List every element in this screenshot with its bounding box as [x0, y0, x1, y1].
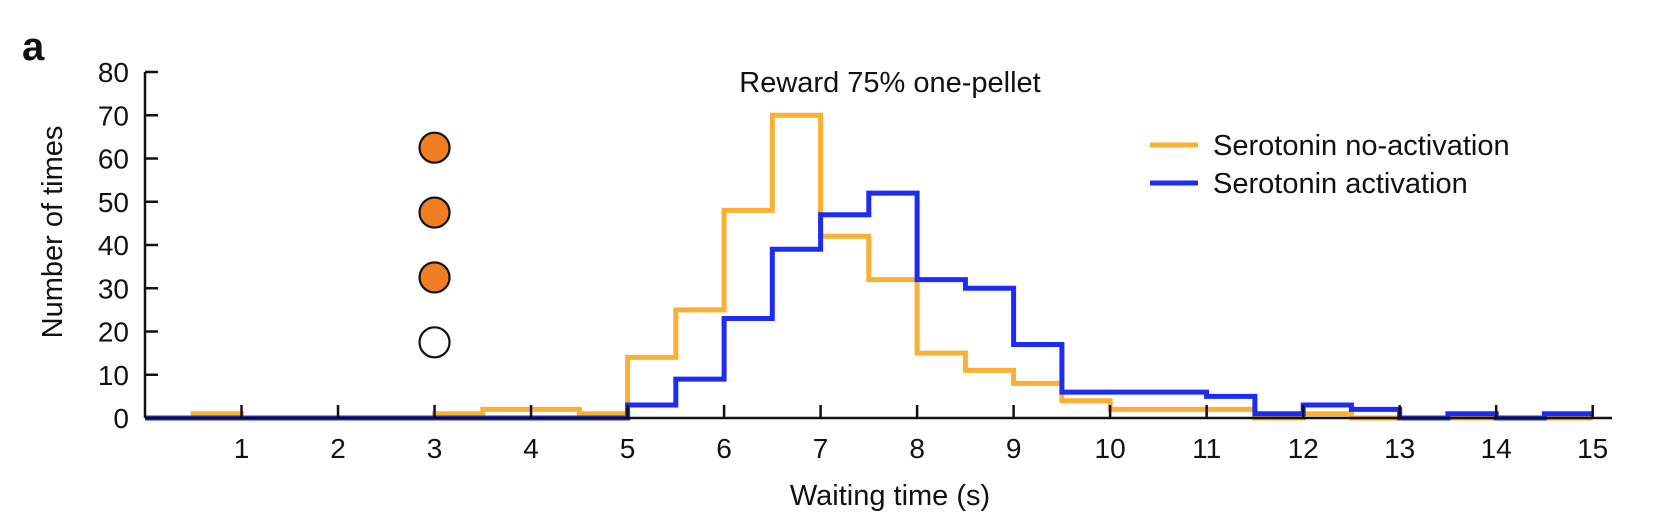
y-ticks: 0 10 20 30 40 50 60 70 80 — [98, 57, 158, 434]
x-tick-label: 1 — [234, 433, 250, 464]
y-tick-label: 60 — [98, 144, 129, 175]
y-tick-label: 50 — [98, 187, 129, 218]
legend-label-activation: Serotonin activation — [1213, 168, 1468, 200]
panel-label: a — [22, 25, 45, 69]
x-tick-label: 9 — [1006, 433, 1022, 464]
y-tick-label: 0 — [113, 403, 129, 434]
y-tick-label: 20 — [98, 317, 129, 348]
x-tick-label: 4 — [523, 433, 539, 464]
x-tick-label: 2 — [330, 433, 346, 464]
x-tick-label: 15 — [1577, 433, 1608, 464]
y-tick-label: 70 — [98, 100, 129, 131]
x-tick-label: 14 — [1481, 433, 1512, 464]
y-tick-label: 10 — [98, 360, 129, 391]
legend: Serotonin no-activation Serotonin activa… — [1150, 130, 1510, 200]
filled-marker — [418, 196, 451, 229]
x-tick-label: 3 — [427, 433, 443, 464]
x-tick-label: 12 — [1288, 433, 1319, 464]
marker-layer — [418, 131, 451, 359]
y-tick-label: 80 — [98, 57, 129, 88]
legend-label-no-activation: Serotonin no-activation — [1213, 130, 1510, 162]
x-tick-label: 11 — [1192, 433, 1221, 464]
x-tick-label: 7 — [813, 433, 829, 464]
axes — [143, 72, 1612, 420]
series-line-activation — [145, 190, 1593, 421]
x-tick-label: 10 — [1095, 433, 1126, 464]
y-axis-title: Number of times — [37, 126, 69, 339]
chart-title: Reward 75% one-pellet — [739, 67, 1040, 99]
open-marker — [418, 326, 451, 359]
x-tick-label: 8 — [909, 433, 925, 464]
x-tick-label: 5 — [620, 433, 636, 464]
x-tick-label: 6 — [716, 433, 732, 464]
x-tick-label: 13 — [1384, 433, 1415, 464]
x-ticks: 1 2 3 4 5 6 7 8 9 10 11 12 13 14 15 — [234, 405, 1608, 464]
x-axis-title: Waiting time (s) — [790, 480, 990, 512]
filled-marker — [418, 131, 451, 164]
filled-marker — [418, 261, 451, 294]
y-tick-label: 30 — [98, 273, 129, 304]
y-tick-label: 40 — [98, 230, 129, 261]
